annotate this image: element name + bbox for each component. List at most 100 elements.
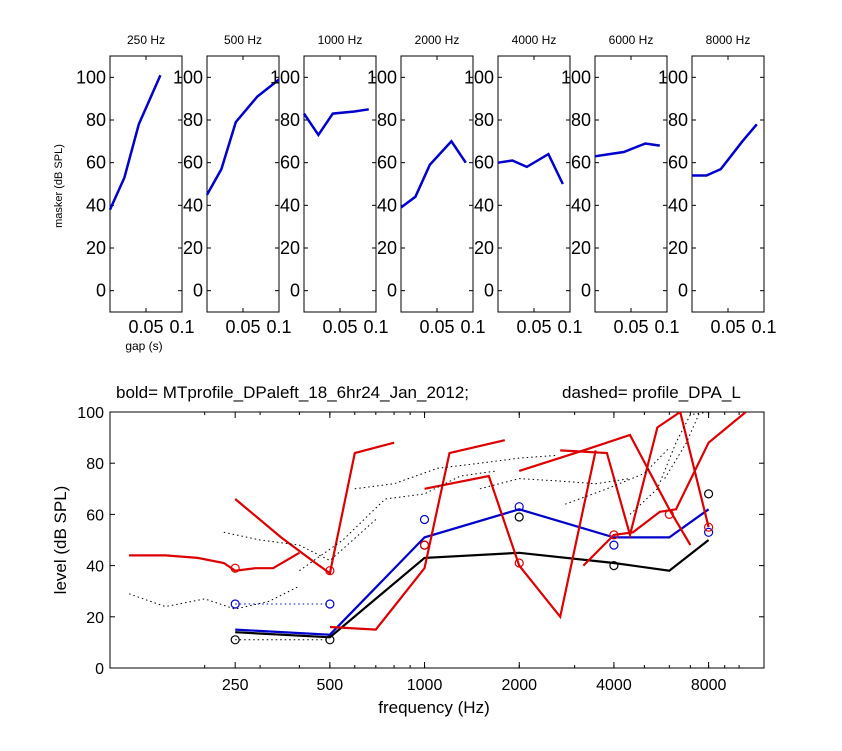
series-line-dotted bbox=[223, 519, 377, 562]
y-tick-label: 60 bbox=[571, 153, 591, 173]
y-tick-label: 0 bbox=[678, 281, 688, 301]
series-line bbox=[424, 450, 597, 620]
panel-frame bbox=[400, 55, 474, 313]
y-tick-label: 80 bbox=[668, 110, 688, 130]
series-line bbox=[302, 108, 369, 138]
y-tick-label: 40 bbox=[474, 195, 494, 215]
small-panel-1: 500 Hz 0 20 40 60 80 100 0.05 0.1 bbox=[173, 33, 292, 337]
series-line bbox=[235, 508, 710, 636]
series-line bbox=[594, 142, 660, 158]
data-point bbox=[703, 522, 714, 532]
series-line bbox=[129, 551, 300, 572]
y-tick-label: 60 bbox=[280, 153, 300, 173]
y-tick-label: 80 bbox=[474, 110, 494, 130]
top-ylabel: masker (dB SPL) bbox=[53, 144, 65, 228]
series-line-dotted bbox=[299, 470, 498, 572]
series-line bbox=[329, 439, 506, 631]
y-tick-label: 80 bbox=[571, 110, 591, 130]
panel-title: 500 Hz bbox=[224, 33, 262, 47]
series-line-dotted bbox=[664, 412, 717, 479]
small-panel-3: 2000 Hz 0 20 40 60 80 100 0.05 0.1 bbox=[367, 33, 486, 337]
y-tick-label: 80 bbox=[183, 110, 203, 130]
y-tick-label: 40 bbox=[183, 195, 203, 215]
y-tick-label: 0 bbox=[193, 281, 203, 301]
x-tick-label: 0.05 bbox=[419, 317, 454, 337]
y-tick-label: 20 bbox=[377, 238, 397, 258]
panel-frame bbox=[594, 55, 668, 313]
x-tick-label: 0.1 bbox=[169, 317, 194, 337]
data-point bbox=[703, 489, 714, 499]
data-point bbox=[230, 635, 240, 645]
x-tick-label: 0.05 bbox=[613, 317, 648, 337]
y-tick-label: 60 bbox=[183, 153, 203, 173]
y-tick-label: 100 bbox=[173, 67, 203, 87]
y-tick-label: 20 bbox=[571, 238, 591, 258]
y-tick-label: 60 bbox=[474, 153, 494, 173]
y-tick-label: 60 bbox=[668, 153, 688, 173]
bottom-frame bbox=[109, 411, 765, 669]
series-line bbox=[235, 539, 710, 639]
data-point bbox=[419, 514, 430, 525]
x-tick-label: 0.1 bbox=[654, 317, 679, 337]
bottom-chart: 250 500 1000 2000 4000 8000 0 20 40 60 80 100 bbox=[77, 405, 765, 694]
x-tick-label: 0.1 bbox=[363, 317, 388, 337]
y-tick-label: 20 bbox=[86, 238, 106, 258]
series-line bbox=[234, 441, 395, 576]
bottom-title-right: dashed= profile_DPA_L bbox=[562, 383, 741, 402]
x-tick-label: 0.05 bbox=[225, 317, 260, 337]
data-point bbox=[609, 540, 619, 550]
y-tick-label: 100 bbox=[76, 67, 106, 87]
x-tick-label: 0.05 bbox=[128, 317, 163, 337]
panel-title: 4000 Hz bbox=[512, 33, 557, 47]
data-point bbox=[664, 509, 674, 520]
bottom-ylabel: level (dB SPL) bbox=[51, 486, 70, 595]
series-line bbox=[497, 152, 564, 185]
data-point bbox=[325, 635, 335, 645]
bottom-series bbox=[128, 412, 747, 641]
y-tick-label: 0 bbox=[95, 661, 104, 678]
y-tick-label: 60 bbox=[86, 507, 104, 524]
data-point bbox=[325, 599, 335, 609]
y-tick-label: 40 bbox=[86, 559, 104, 576]
x-tick-label: 0.05 bbox=[516, 317, 551, 337]
small-panel-4: 4000 Hz 0 20 40 60 80 100 0.05 0.1 bbox=[464, 33, 583, 337]
y-tick-label: 0 bbox=[581, 281, 591, 301]
y-tick-label: 40 bbox=[280, 195, 300, 215]
y-tick-label: 0 bbox=[96, 281, 106, 301]
x-tick-label: 8000 bbox=[691, 677, 727, 694]
small-panel-6: 8000 Hz 0 20 40 60 80 100 0.05 0.1 bbox=[658, 33, 777, 337]
y-tick-label: 40 bbox=[377, 195, 397, 215]
data-point bbox=[609, 530, 619, 540]
data-point bbox=[230, 599, 240, 609]
x-tick-label: 500 bbox=[317, 677, 344, 694]
panel-frame bbox=[691, 55, 765, 313]
x-tick-label: 1000 bbox=[407, 677, 443, 694]
y-tick-label: 20 bbox=[86, 610, 104, 627]
series-line-dotted bbox=[128, 585, 300, 610]
data-point bbox=[419, 540, 430, 550]
series-line bbox=[400, 139, 467, 209]
data-point bbox=[703, 527, 714, 537]
bottom-xlabel: frequency (Hz) bbox=[378, 698, 489, 717]
data-point bbox=[230, 563, 240, 573]
y-tick-label: 100 bbox=[561, 67, 591, 87]
y-tick-label: 60 bbox=[377, 153, 397, 173]
panel-frame bbox=[206, 55, 280, 313]
x-tick-label: 250 bbox=[222, 677, 249, 694]
y-tick-label: 0 bbox=[290, 281, 300, 301]
y-tick-label: 100 bbox=[77, 405, 104, 422]
series-line bbox=[518, 433, 692, 546]
y-tick-label: 0 bbox=[387, 281, 397, 301]
panel-title: 2000 Hz bbox=[415, 33, 460, 47]
x-tick-label: 0.1 bbox=[266, 317, 291, 337]
y-tick-label: 80 bbox=[377, 110, 397, 130]
y-tick-label: 20 bbox=[474, 238, 494, 258]
x-tick-label: 2000 bbox=[501, 677, 537, 694]
y-tick-label: 80 bbox=[86, 110, 106, 130]
y-tick-label: 20 bbox=[668, 238, 688, 258]
panel-frame bbox=[497, 55, 571, 313]
series-line bbox=[108, 74, 162, 211]
y-tick-label: 40 bbox=[86, 195, 106, 215]
series-line bbox=[692, 123, 758, 177]
series-line bbox=[582, 412, 747, 567]
